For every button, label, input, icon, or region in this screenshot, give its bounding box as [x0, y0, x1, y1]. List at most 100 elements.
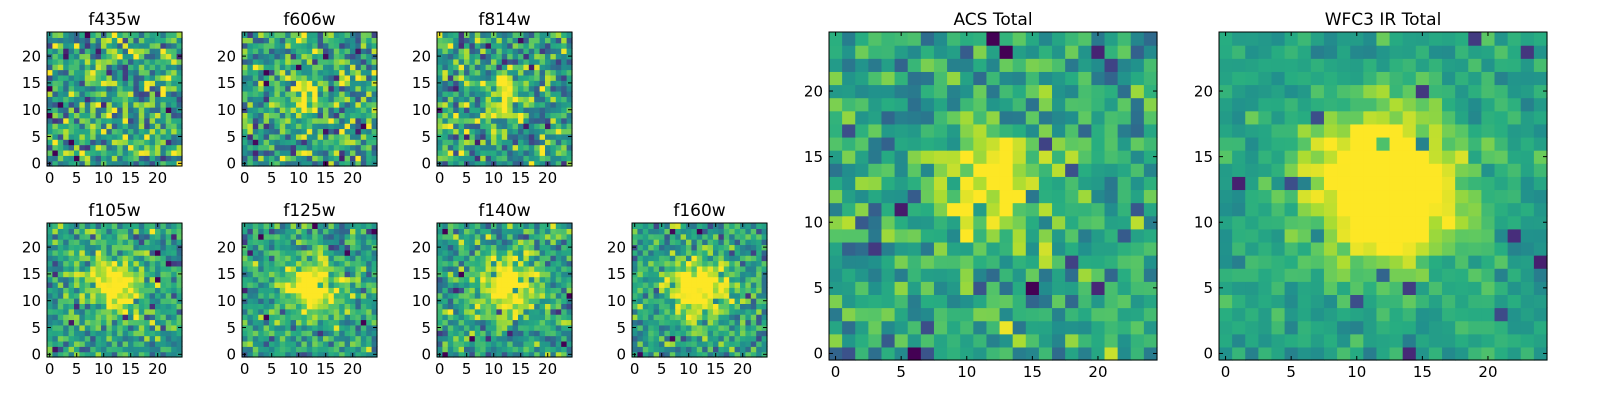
heatmap-cell	[117, 308, 124, 315]
heatmap-cell	[258, 330, 265, 337]
heatmap-cell	[664, 228, 671, 235]
heatmap-cell	[642, 239, 649, 246]
heatmap-cell	[458, 303, 465, 310]
heatmap-cell	[485, 287, 492, 294]
heatmap-cell	[485, 101, 492, 108]
heatmap-cell	[545, 324, 551, 331]
heatmap-cell	[355, 112, 362, 119]
heatmap-cell	[458, 58, 465, 65]
heatmap-cell	[165, 340, 172, 347]
heatmap-cell	[545, 319, 551, 326]
heatmap-cell	[242, 233, 248, 240]
heatmap-cell	[279, 260, 286, 267]
heatmap-cell	[550, 42, 557, 49]
heatmap-cell	[550, 64, 557, 71]
heatmap-cell	[545, 107, 551, 113]
heatmap-cell	[350, 244, 356, 251]
heatmap-cell	[301, 139, 308, 146]
heatmap-cell	[242, 249, 248, 256]
heatmap-cell	[360, 32, 367, 38]
heatmap-cell	[464, 128, 470, 135]
heatmap-cell	[144, 112, 151, 119]
heatmap-cell	[128, 90, 134, 97]
heatmap-cell	[171, 335, 178, 342]
heatmap-cell	[133, 314, 140, 321]
heatmap-cell	[160, 271, 167, 278]
heatmap-cell	[165, 69, 172, 76]
heatmap-cell	[171, 112, 178, 119]
heatmap-cell	[973, 346, 988, 361]
heatmap-cell	[350, 112, 356, 119]
heatmap-cell	[74, 228, 80, 235]
heatmap-cell	[242, 340, 248, 347]
heatmap-cell	[528, 276, 535, 283]
heatmap-cell	[999, 176, 1014, 191]
heatmap-cell	[539, 351, 546, 358]
heatmap-cell	[696, 244, 703, 251]
heatmap-cell	[528, 32, 535, 38]
heatmap-cell	[133, 117, 140, 124]
heatmap-cell	[1104, 294, 1119, 309]
heatmap-cell	[101, 271, 107, 278]
heatmap-cell	[306, 281, 313, 288]
heatmap-cell	[496, 239, 503, 246]
heatmap-cell	[523, 117, 530, 124]
heatmap-cell	[122, 308, 129, 315]
heatmap-cell	[128, 80, 134, 87]
heatmap-cell	[1065, 294, 1079, 309]
heatmap-cell	[1052, 346, 1066, 361]
heatmap-cell	[111, 260, 118, 267]
heatmap-cell	[485, 346, 492, 353]
heatmap-cell	[750, 314, 757, 321]
heatmap-cell	[756, 228, 763, 235]
heatmap-cell	[464, 265, 470, 272]
heatmap-cell	[491, 37, 497, 44]
heatmap-cell	[469, 96, 476, 103]
heatmap-cell	[247, 139, 254, 146]
heatmap-cell	[680, 260, 687, 267]
heatmap-cell	[680, 319, 687, 326]
heatmap-cell	[144, 255, 151, 262]
heatmap-cell	[312, 233, 319, 240]
heatmap-cell	[122, 249, 129, 256]
heatmap-cell	[63, 117, 70, 124]
heatmap-cell	[317, 244, 324, 251]
heatmap-cell	[47, 58, 53, 65]
heatmap-cell	[317, 324, 324, 331]
heatmap-cell	[669, 239, 676, 246]
heatmap-cell	[723, 314, 730, 321]
heatmap-cell	[829, 215, 843, 230]
heatmap-cell	[290, 228, 297, 235]
heatmap-cell	[333, 330, 340, 337]
heatmap-cell	[566, 144, 573, 151]
heatmap-cell	[165, 324, 172, 331]
heatmap-cell	[242, 228, 248, 235]
heatmap-cell	[333, 260, 340, 267]
heatmap-cell	[528, 149, 535, 156]
heatmap-cell	[306, 53, 313, 60]
heatmap-cell	[686, 287, 692, 294]
heatmap-cell	[312, 48, 319, 55]
heatmap-cell	[761, 239, 768, 246]
heatmap-cell	[355, 64, 362, 71]
heatmap-cell	[52, 346, 59, 353]
heatmap-cell	[637, 276, 644, 283]
heatmap-cell	[702, 239, 709, 246]
heatmap-cell	[47, 260, 53, 267]
heatmap-cell	[333, 271, 340, 278]
heatmap-cell	[447, 80, 454, 87]
heatmap-cell	[171, 351, 178, 358]
heatmap-cell	[442, 292, 449, 299]
heatmap-cell	[160, 155, 167, 162]
heatmap-cell	[855, 202, 869, 217]
heatmap-cell	[242, 265, 248, 272]
heatmap-cell	[707, 298, 714, 304]
heatmap-cell	[128, 133, 134, 140]
heatmap-cell	[323, 276, 329, 283]
heatmap-cell	[328, 133, 335, 140]
heatmap-cell	[469, 330, 476, 337]
heatmap-cell	[750, 276, 757, 283]
heatmap-cell	[366, 351, 373, 358]
heatmap-cell	[740, 281, 746, 288]
heatmap-cell	[138, 346, 145, 353]
